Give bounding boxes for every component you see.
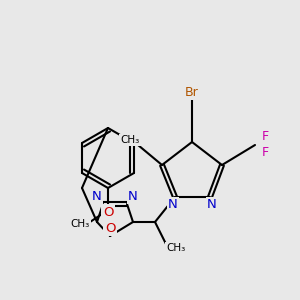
Text: F: F xyxy=(261,130,268,143)
Text: CH₃: CH₃ xyxy=(167,243,186,253)
Text: CH₃: CH₃ xyxy=(120,135,140,145)
Text: Br: Br xyxy=(185,85,199,98)
Text: CH₃: CH₃ xyxy=(70,219,90,229)
Text: N: N xyxy=(92,190,102,202)
Text: N: N xyxy=(128,190,138,202)
Text: F: F xyxy=(261,146,268,160)
Text: O: O xyxy=(103,206,113,218)
Text: N: N xyxy=(168,199,178,212)
Text: O: O xyxy=(105,221,115,235)
Text: N: N xyxy=(207,199,217,212)
